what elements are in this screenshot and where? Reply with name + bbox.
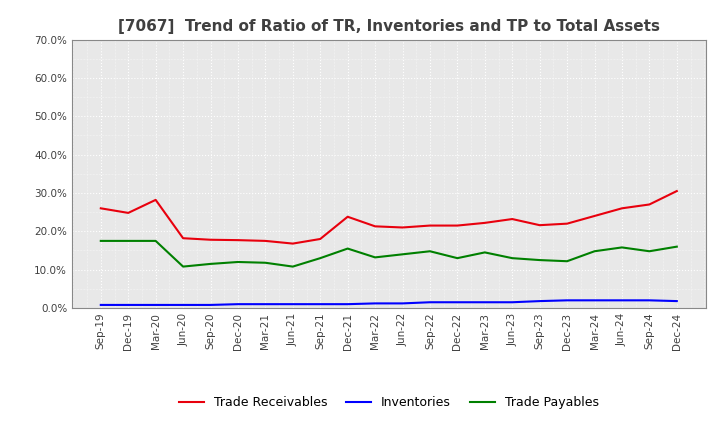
Trade Payables [96,238,105,244]
Trade Receivables [618,205,626,211]
Trade Receivables [480,220,489,226]
Inventories [316,301,325,307]
Trade Receivables [151,197,160,202]
Trade Payables [179,264,187,269]
Trade Payables [645,249,654,254]
Trade Receivables [536,223,544,228]
Trade Receivables [426,223,434,228]
Title: [7067]  Trend of Ratio of TR, Inventories and TP to Total Assets: [7067] Trend of Ratio of TR, Inventories… [118,19,660,34]
Trade Receivables [343,214,352,220]
Trade Payables [426,249,434,254]
Line: Trade Payables: Trade Payables [101,241,677,267]
Inventories [179,302,187,308]
Legend: Trade Receivables, Inventories, Trade Payables: Trade Receivables, Inventories, Trade Pa… [174,392,604,414]
Inventories [233,301,242,307]
Inventories [590,298,599,303]
Trade Payables [124,238,132,244]
Trade Payables [233,259,242,264]
Trade Payables [261,260,270,265]
Inventories [480,300,489,305]
Trade Payables [453,256,462,261]
Trade Payables [289,264,297,269]
Trade Payables [590,249,599,254]
Inventories [343,301,352,307]
Inventories [96,302,105,308]
Inventories [508,300,516,305]
Inventories [645,298,654,303]
Inventories [289,301,297,307]
Inventories [206,302,215,308]
Trade Payables [206,261,215,267]
Trade Payables [316,256,325,261]
Trade Receivables [124,210,132,216]
Trade Receivables [398,225,407,230]
Trade Payables [508,256,516,261]
Inventories [124,302,132,308]
Trade Receivables [206,237,215,242]
Inventories [563,298,572,303]
Trade Receivables [316,236,325,242]
Trade Receivables [453,223,462,228]
Trade Payables [618,245,626,250]
Line: Trade Receivables: Trade Receivables [101,191,677,244]
Trade Receivables [645,202,654,207]
Line: Inventories: Inventories [101,301,677,305]
Trade Payables [563,259,572,264]
Trade Receivables [96,205,105,211]
Trade Receivables [261,238,270,244]
Trade Payables [672,244,681,249]
Trade Payables [371,255,379,260]
Inventories [398,301,407,306]
Inventories [536,298,544,304]
Trade Receivables [233,238,242,243]
Trade Receivables [590,213,599,219]
Trade Receivables [371,224,379,229]
Trade Receivables [672,188,681,194]
Trade Receivables [289,241,297,246]
Trade Payables [536,257,544,263]
Trade Receivables [508,216,516,222]
Inventories [261,301,270,307]
Trade Payables [343,246,352,251]
Inventories [453,300,462,305]
Inventories [672,298,681,304]
Trade Receivables [179,235,187,241]
Trade Payables [480,250,489,255]
Inventories [426,300,434,305]
Trade Payables [398,252,407,257]
Trade Payables [151,238,160,244]
Inventories [151,302,160,308]
Inventories [618,298,626,303]
Inventories [371,301,379,306]
Trade Receivables [563,221,572,226]
